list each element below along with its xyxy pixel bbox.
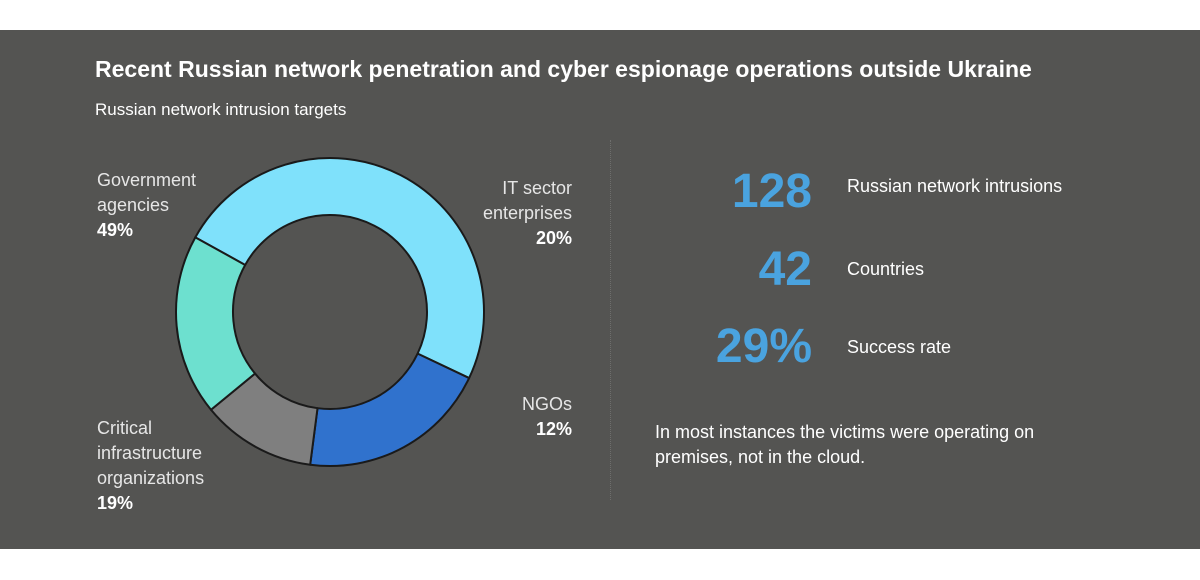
label-it-sector: IT sector enterprises 20%: [460, 176, 572, 251]
label-government-agencies: Government agencies 49%: [97, 168, 196, 243]
value-label: 19%: [97, 493, 134, 513]
stat-success-value: 29%: [715, 320, 812, 373]
label-line: Critical: [97, 418, 153, 438]
footnote: In most instances the victims were opera…: [655, 422, 1035, 467]
infographic-panel: Recent Russian network penetration and c…: [0, 30, 1200, 549]
section-divider: [610, 140, 611, 500]
value-label: 49%: [97, 220, 134, 240]
stat-success-label: Success rate: [847, 337, 952, 357]
donut-slice-0: [194, 157, 485, 380]
label-line: infrastructure: [97, 443, 203, 463]
label-ngos: NGOs 12%: [460, 392, 572, 442]
page-title: Recent Russian network penetration and c…: [95, 56, 1032, 82]
label-line: Government: [97, 170, 197, 190]
label-critical-infrastructure: Critical infrastructure organizations 19…: [97, 416, 204, 516]
label-line: enterprises: [482, 203, 572, 223]
donut-chart: [175, 157, 485, 467]
stat-countries-value: 42: [758, 243, 812, 296]
label-line: organizations: [97, 468, 205, 488]
label-line: NGOs: [521, 394, 572, 414]
stat-intrusions-label: Russian network intrusions: [847, 176, 1063, 196]
value-label: 12%: [535, 419, 572, 439]
label-line: IT sector: [502, 178, 572, 198]
chart-subtitle: Russian network intrusion targets: [95, 100, 347, 119]
stat-intrusions-value: 128: [731, 165, 812, 218]
stat-countries-label: Countries: [847, 259, 925, 279]
donut-slice-1: [309, 352, 471, 467]
value-label: 20%: [535, 228, 572, 248]
donut-slice-3: [175, 236, 257, 411]
label-line: agencies: [97, 195, 170, 215]
